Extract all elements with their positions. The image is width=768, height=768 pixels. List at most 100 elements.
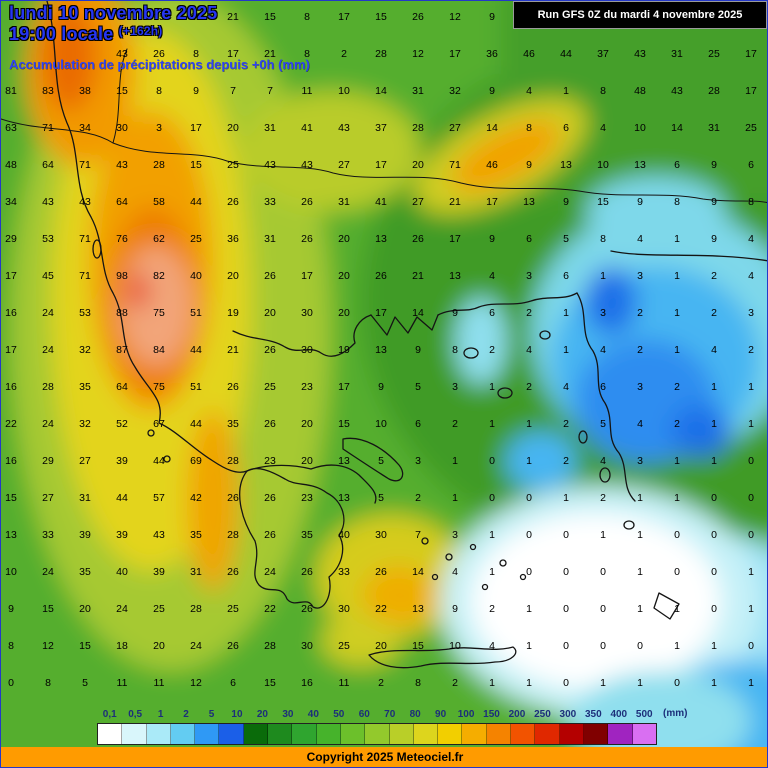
precip-value: 84	[153, 344, 165, 356]
legend-swatch	[413, 724, 439, 744]
precip-value: 19	[338, 344, 350, 356]
precip-value: 27	[449, 122, 461, 134]
precip-value: 4	[563, 381, 569, 393]
precip-value: 21	[227, 11, 239, 23]
precip-value: 27	[412, 196, 424, 208]
precip-value: 2	[526, 381, 532, 393]
precip-value: 36	[227, 233, 239, 245]
precip-value: 15	[190, 159, 202, 171]
precip-value: 4	[600, 455, 606, 467]
precip-value: 18	[116, 640, 128, 652]
legend-swatch	[511, 724, 536, 744]
precip-value: 21	[412, 270, 424, 282]
precip-value: 26	[227, 566, 239, 578]
precip-value: 30	[301, 640, 313, 652]
legend-tick-label: 150	[483, 709, 500, 720]
precip-value: 53	[42, 233, 54, 245]
precip-value: 43	[301, 159, 313, 171]
precip-value: 1	[526, 677, 532, 689]
precip-value: 12	[449, 11, 461, 23]
precip-value: 0	[563, 677, 569, 689]
precip-value: 17	[449, 48, 461, 60]
precip-value: 15	[338, 418, 350, 430]
precip-value: 75	[153, 381, 165, 393]
precip-value: 0	[748, 529, 754, 541]
precip-value: 26	[227, 381, 239, 393]
precip-value: 15	[79, 640, 91, 652]
precip-value: 30	[301, 344, 313, 356]
precip-value: 33	[264, 196, 276, 208]
precip-value: 15	[375, 11, 387, 23]
precip-value: 20	[153, 640, 165, 652]
precip-value: 5	[563, 233, 569, 245]
precip-value: 2	[711, 307, 717, 319]
precip-value: 28	[264, 640, 276, 652]
precip-value: 26	[264, 529, 276, 541]
precip-value: 2	[711, 270, 717, 282]
precip-value: 24	[42, 418, 54, 430]
precip-value: 1	[637, 529, 643, 541]
precip-value: 2	[748, 344, 754, 356]
precip-value: 6	[415, 418, 421, 430]
precip-value: 31	[412, 85, 424, 97]
precip-value: 20	[227, 270, 239, 282]
precip-value: 1	[711, 418, 717, 430]
precip-value: 22	[375, 603, 387, 615]
precip-value: 1	[600, 529, 606, 541]
precip-value: 0	[600, 566, 606, 578]
precip-value: 28	[190, 603, 202, 615]
precip-value: 1	[748, 677, 754, 689]
precip-value: 0	[711, 529, 717, 541]
precip-value: 25	[264, 381, 276, 393]
legend-tick-label: 0,5	[128, 709, 143, 720]
precip-value: 43	[79, 196, 91, 208]
precip-value: 2	[489, 344, 495, 356]
precip-value: 28	[708, 85, 720, 97]
precip-value: 14	[671, 122, 683, 134]
precip-value: 17	[375, 307, 387, 319]
precip-value: 19	[227, 307, 239, 319]
precip-value: 16	[5, 381, 17, 393]
legend-swatch	[462, 724, 487, 744]
precip-value: 25	[338, 640, 350, 652]
precip-value: 9	[452, 307, 458, 319]
precip-value: 0	[600, 640, 606, 652]
legend-swatch	[243, 724, 269, 744]
precip-value: 1	[526, 418, 532, 430]
precip-value: 3	[637, 455, 643, 467]
precip-value: 20	[79, 603, 91, 615]
precip-value: 5	[378, 492, 384, 504]
precip-value: 1	[711, 381, 717, 393]
precip-value: 1	[489, 529, 495, 541]
precip-value: 76	[116, 233, 128, 245]
precip-value: 13	[375, 344, 387, 356]
precip-value: 0	[711, 603, 717, 615]
precip-value: 5	[600, 418, 606, 430]
precip-value: 13	[634, 159, 646, 171]
precip-value: 26	[264, 418, 276, 430]
precip-value: 6	[489, 307, 495, 319]
precip-value: 6	[230, 677, 236, 689]
precip-value: 2	[674, 418, 680, 430]
legend-swatch	[365, 724, 390, 744]
legend-swatch	[316, 724, 341, 744]
precip-value: 64	[42, 159, 54, 171]
legend-tick-label: 0,1	[102, 709, 117, 720]
precip-value: 1	[600, 677, 606, 689]
precip-value: 4	[711, 344, 717, 356]
precip-value: 24	[264, 566, 276, 578]
precip-value: 11	[301, 85, 313, 97]
precip-value: 44	[153, 455, 165, 467]
precip-value: 45	[42, 270, 54, 282]
precip-value: 14	[486, 122, 498, 134]
precip-value: 20	[227, 122, 239, 134]
legend-tick-label: 1	[157, 709, 164, 720]
precip-value: 48	[5, 159, 17, 171]
precip-value: 9	[452, 603, 458, 615]
precip-value: 0	[674, 529, 680, 541]
precip-value: 42	[190, 492, 202, 504]
precip-value: 1	[674, 603, 680, 615]
precip-value: 2	[563, 418, 569, 430]
